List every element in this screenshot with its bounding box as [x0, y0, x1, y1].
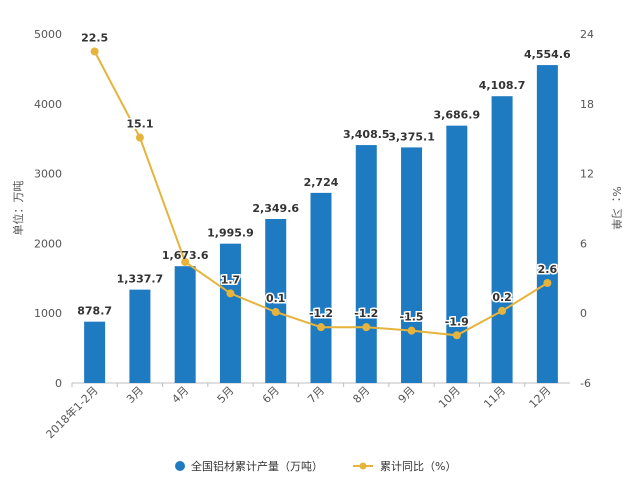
line-point: [271, 308, 280, 317]
y-left-tick-label: 2000: [34, 237, 62, 250]
bar-production: [310, 192, 332, 383]
x-tick-label: 3月: [124, 384, 146, 406]
line-data-label: -1.2: [309, 307, 333, 320]
x-tick-label: 2018年1-2月: [43, 383, 101, 441]
bar-data-label: 1,337.7: [117, 273, 164, 286]
bar-data-label: 3,408.5: [343, 128, 390, 141]
line-point: [90, 47, 99, 56]
bar-data-label: 1,995.9: [207, 227, 254, 240]
line-point: [317, 323, 325, 332]
line-data-label: -1.2: [354, 307, 378, 320]
y-left-tick-label: 4000: [34, 98, 62, 111]
x-tick-label: 10月: [436, 384, 463, 411]
line-data-label: -1.5: [400, 311, 424, 324]
bar-production: [355, 145, 377, 383]
line-point: [407, 326, 416, 335]
legend-line-label: 累计同比（%）: [380, 460, 456, 473]
bar-data-label: 3,686.9: [433, 109, 480, 122]
bar-production: [536, 65, 558, 383]
bar-data-label: 878.7: [77, 305, 112, 318]
y-left-tick-label: 0: [55, 377, 62, 390]
line-data-label: 22.5: [81, 31, 108, 44]
y-left-tick-label: 3000: [34, 168, 62, 181]
bar-production: [265, 218, 287, 383]
bar-production: [129, 289, 151, 383]
y-right-tick-label: 12: [580, 168, 594, 181]
x-tick-label: 8月: [350, 384, 372, 406]
bar-data-label: 1,673.6: [162, 249, 209, 262]
labels-layer: 878.7 1,337.7 1,673.6 1,995.9 2,349.6 2,724 3,…: [77, 30, 571, 330]
bar-production: [219, 243, 241, 383]
line-layer: [90, 47, 552, 340]
bar-data-label: 3,375.1: [388, 130, 435, 143]
axes-layer: 0 1000 2000 3000 4000 5000 -6 0 6 12 18 24 2018年1-2月…: [34, 28, 594, 441]
line-data-label: 0.2: [492, 291, 512, 304]
line-data-label: 0.1: [266, 292, 286, 305]
x-tick-label: 6月: [260, 384, 282, 406]
legend-bar-swatch: [175, 461, 185, 471]
y-right-tick-label: 24: [580, 28, 594, 41]
x-tick-label: 12月: [527, 384, 554, 411]
line-point: [498, 306, 507, 315]
legend: 全国铝材累计产量（万吨） 累计同比（%）: [175, 459, 456, 473]
bar-data-label: 2,724: [304, 176, 339, 189]
line-point: [362, 323, 371, 332]
bar-production: [174, 266, 196, 383]
line-point: [543, 278, 552, 287]
legend-bar-label: 全国铝材累计产量（万吨）: [191, 459, 323, 473]
line-data-label: 15.1: [126, 118, 153, 131]
line-data-label: -1.9: [445, 315, 469, 328]
y-right-tick-label: -6: [580, 377, 591, 390]
y-left-tick-label: 5000: [34, 28, 62, 41]
x-tick-label: 5月: [215, 384, 237, 406]
y-right-tick-label: 6: [580, 237, 587, 250]
bar-data-label: 4,108.7: [479, 79, 526, 92]
x-tick-label: 4月: [169, 384, 191, 406]
bar-production: [401, 147, 423, 383]
line-data-label: 2.6: [538, 263, 558, 276]
legend-line-marker: [359, 462, 367, 470]
x-tick-label: 11月: [481, 384, 508, 411]
line-data-label: 1.7: [221, 273, 241, 286]
line-point: [135, 133, 144, 142]
bar-production: [446, 125, 468, 383]
x-tick-label: 7月: [305, 384, 327, 406]
y-left-axis-title: 单位：万吨: [11, 181, 25, 236]
line-point: [181, 258, 190, 267]
y-right-axis-title: %：习单: [610, 186, 623, 229]
bar-production: [491, 96, 513, 383]
bar-data-label: 2,349.6: [252, 202, 299, 215]
bars-layer: [84, 65, 558, 383]
bar-production: [84, 321, 106, 383]
y-left-tick-label: 1000: [34, 307, 62, 320]
y-right-tick-label: 0: [580, 307, 587, 320]
x-tick-label: 9月: [396, 384, 418, 406]
y-right-tick-label: 18: [580, 98, 594, 111]
bar-data-label: 4,554.6: [524, 48, 571, 61]
line-point: [226, 289, 235, 298]
line-point: [452, 331, 461, 340]
